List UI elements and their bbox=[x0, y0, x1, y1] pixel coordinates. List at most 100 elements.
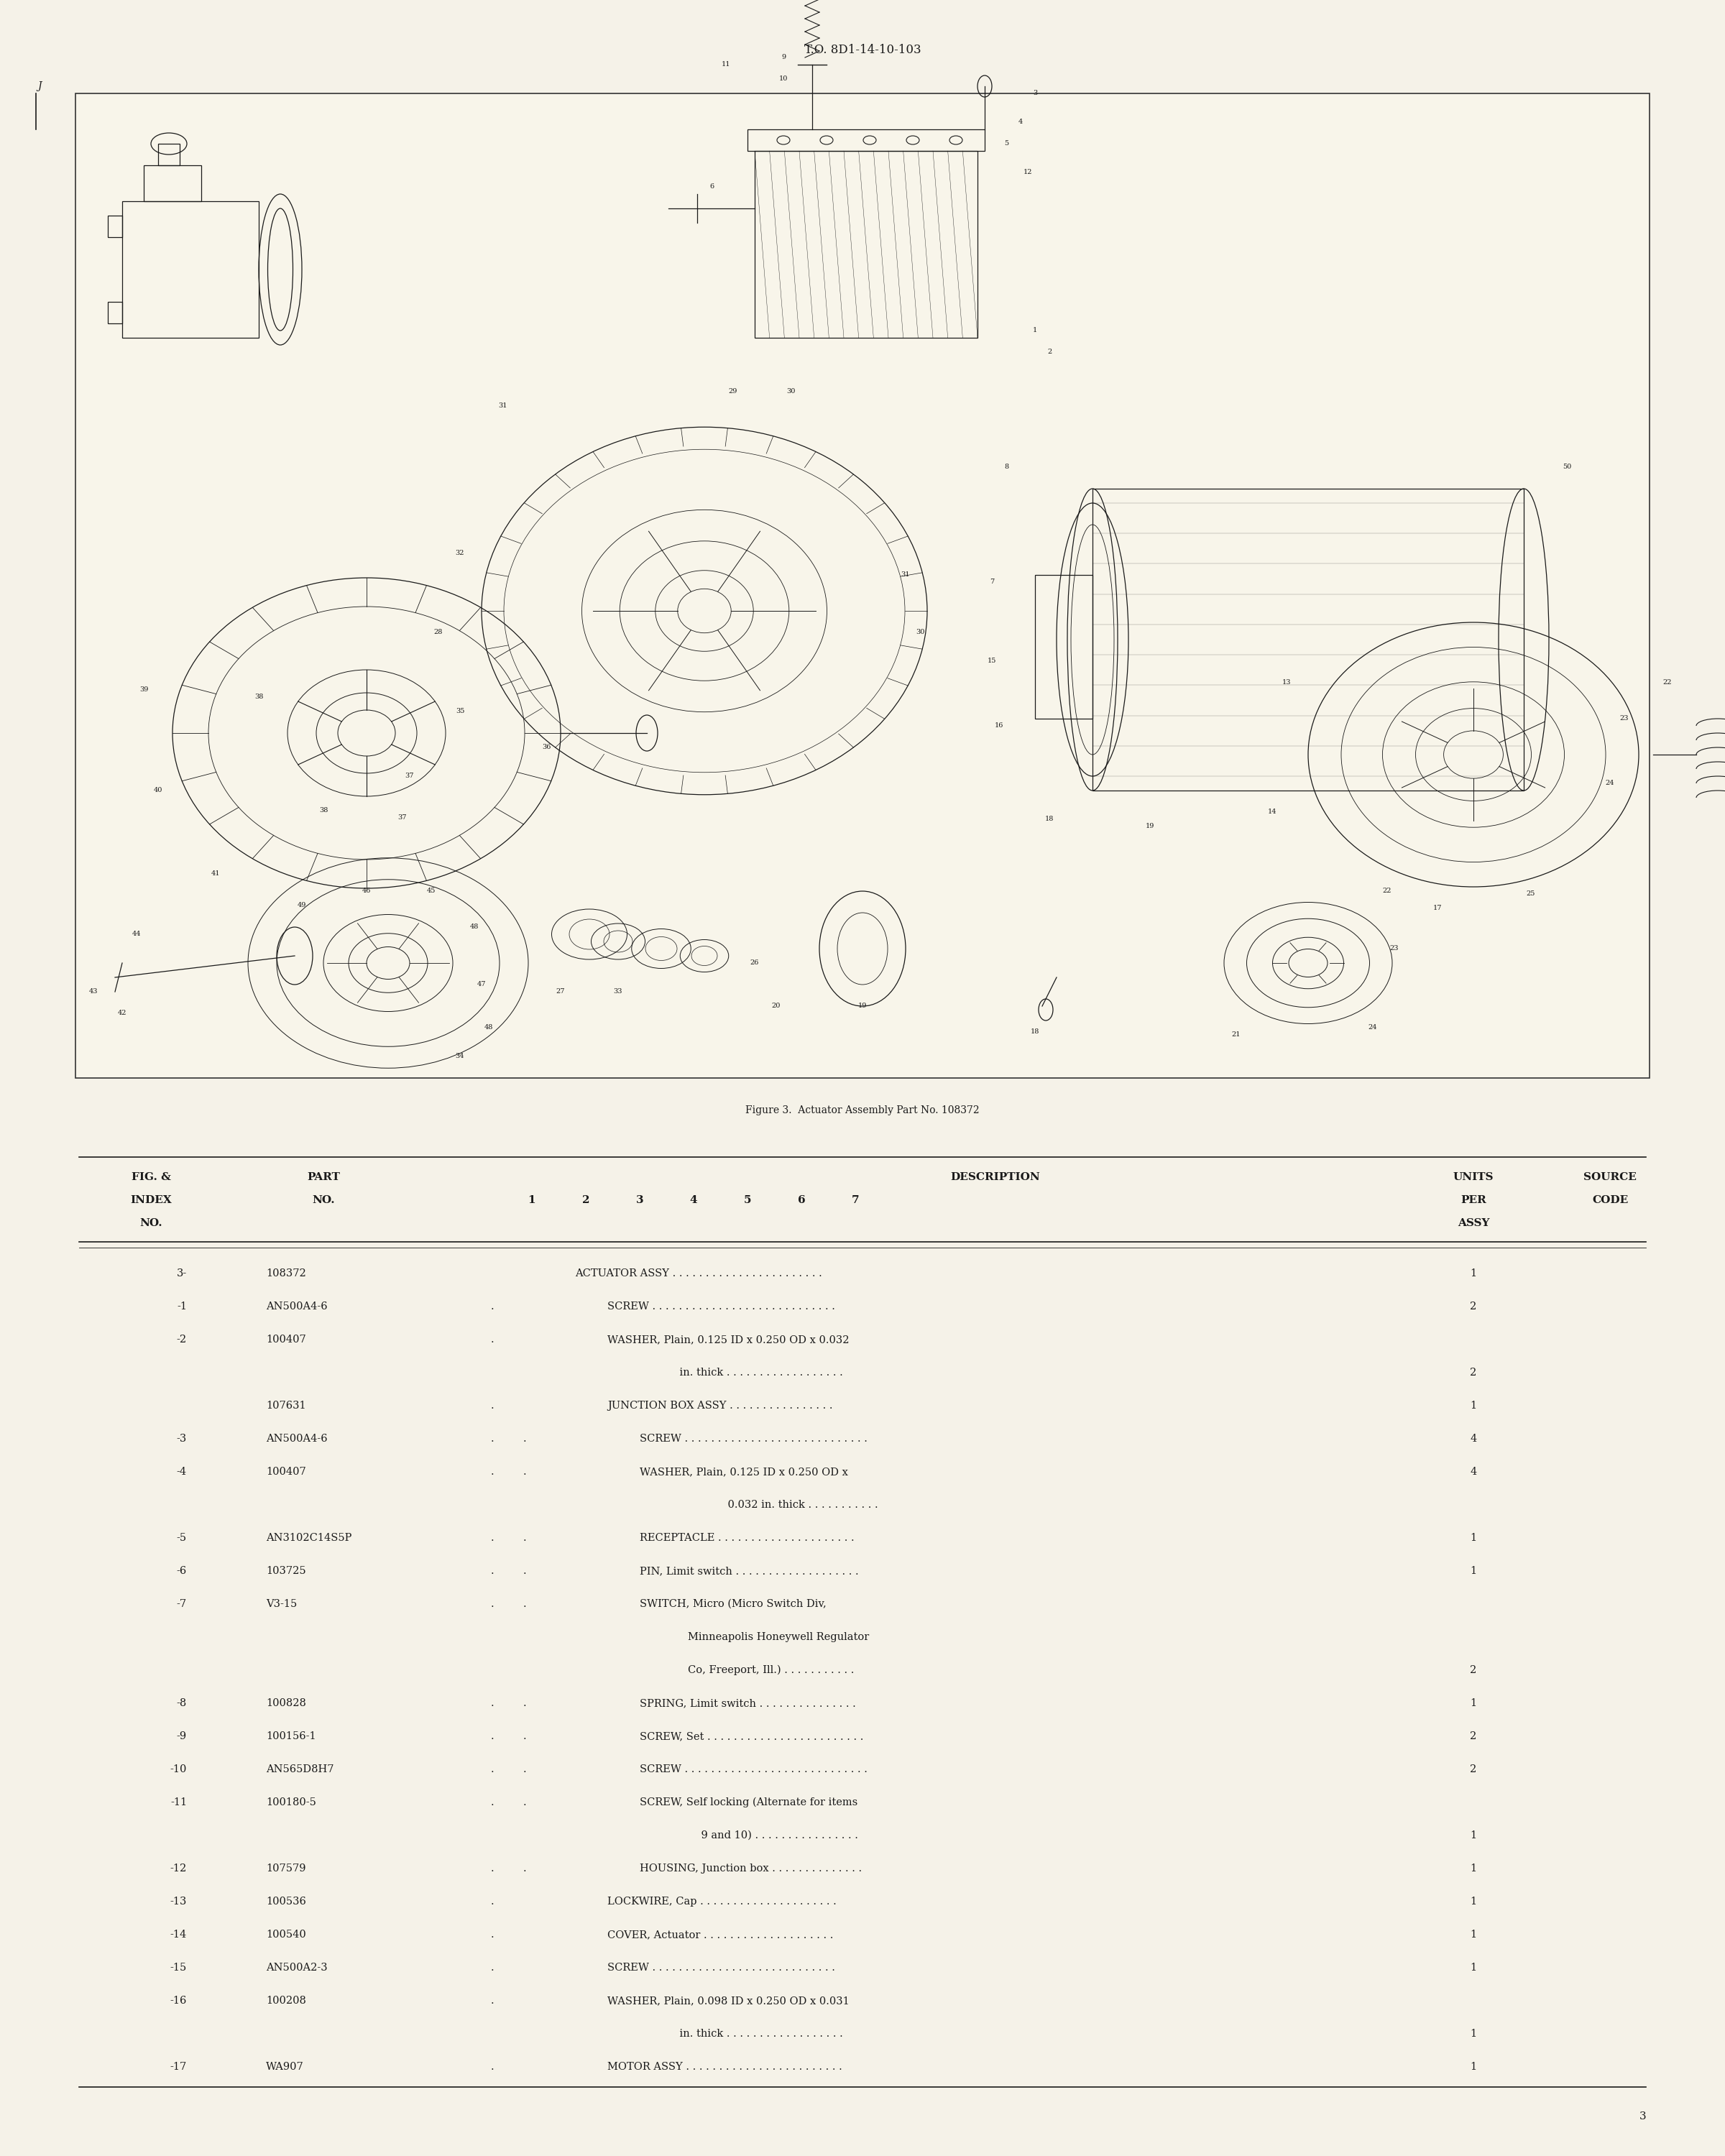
Text: 3-: 3- bbox=[176, 1268, 186, 1279]
Text: .: . bbox=[523, 1863, 526, 1874]
Text: AN3102C14S5P: AN3102C14S5P bbox=[266, 1533, 352, 1544]
Text: SPRING, Limit switch . . . . . . . . . . . . . . .: SPRING, Limit switch . . . . . . . . . .… bbox=[640, 1699, 856, 1708]
Text: .: . bbox=[523, 1699, 526, 1708]
Text: -15: -15 bbox=[171, 1962, 186, 1973]
Text: 1: 1 bbox=[528, 1194, 536, 1205]
Text: SCREW . . . . . . . . . . . . . . . . . . . . . . . . . . . .: SCREW . . . . . . . . . . . . . . . . . … bbox=[607, 1962, 835, 1973]
Text: V3-15: V3-15 bbox=[266, 1600, 297, 1608]
Text: .: . bbox=[490, 1962, 493, 1973]
Text: -9: -9 bbox=[176, 1731, 186, 1742]
Text: 41: 41 bbox=[210, 871, 221, 877]
Text: 23: 23 bbox=[1620, 716, 1628, 722]
Text: 30: 30 bbox=[916, 630, 925, 636]
Text: 39: 39 bbox=[140, 686, 148, 694]
Text: 25: 25 bbox=[1527, 890, 1535, 897]
Text: T.O. 8D1-14-10-103: T.O. 8D1-14-10-103 bbox=[804, 45, 921, 56]
Text: 26: 26 bbox=[750, 959, 759, 966]
Text: 2: 2 bbox=[1470, 1731, 1477, 1742]
Text: AN500A2-3: AN500A2-3 bbox=[266, 1962, 328, 1973]
Text: SCREW, Self locking (Alternate for items: SCREW, Self locking (Alternate for items bbox=[640, 1798, 857, 1807]
Text: 16: 16 bbox=[995, 722, 1004, 729]
Text: LOCKWIRE, Cap . . . . . . . . . . . . . . . . . . . . .: LOCKWIRE, Cap . . . . . . . . . . . . . … bbox=[607, 1897, 837, 1906]
Text: 1: 1 bbox=[1470, 1863, 1477, 1874]
Text: DESCRIPTION: DESCRIPTION bbox=[950, 1173, 1040, 1181]
Text: J: J bbox=[38, 82, 41, 91]
Bar bbox=[747, 129, 985, 151]
Text: -12: -12 bbox=[171, 1863, 186, 1874]
Text: 4: 4 bbox=[690, 1194, 697, 1205]
Text: NO.: NO. bbox=[312, 1194, 335, 1205]
Text: 32: 32 bbox=[455, 550, 464, 556]
Text: .: . bbox=[490, 1533, 493, 1544]
Text: Minneapolis Honeywell Regulator: Minneapolis Honeywell Regulator bbox=[661, 1632, 869, 1643]
Text: 12: 12 bbox=[1023, 170, 1032, 177]
Text: 1: 1 bbox=[1470, 2061, 1477, 2072]
Text: 1: 1 bbox=[1470, 1533, 1477, 1544]
Text: 35: 35 bbox=[455, 707, 464, 716]
Text: 107631: 107631 bbox=[266, 1401, 305, 1410]
Text: 27: 27 bbox=[555, 987, 566, 996]
Text: SOURCE: SOURCE bbox=[1584, 1173, 1637, 1181]
Text: 38: 38 bbox=[319, 808, 328, 815]
Text: 31: 31 bbox=[900, 571, 911, 578]
Text: 36: 36 bbox=[542, 744, 550, 750]
Text: 31: 31 bbox=[499, 403, 507, 410]
Text: 40: 40 bbox=[154, 787, 162, 793]
Text: .: . bbox=[490, 1699, 493, 1708]
Text: .: . bbox=[490, 1565, 493, 1576]
Text: FIG. &: FIG. & bbox=[131, 1173, 171, 1181]
Text: Co, Freeport, Ill.) . . . . . . . . . . .: Co, Freeport, Ill.) . . . . . . . . . . … bbox=[661, 1664, 854, 1675]
Text: 2: 2 bbox=[1470, 1367, 1477, 1378]
Text: -10: -10 bbox=[171, 1764, 186, 1774]
Text: 2: 2 bbox=[1470, 1764, 1477, 1774]
Text: 9 and 10) . . . . . . . . . . . . . . . .: 9 and 10) . . . . . . . . . . . . . . . … bbox=[661, 1830, 857, 1841]
Text: 23: 23 bbox=[1390, 944, 1399, 953]
Text: 22: 22 bbox=[1663, 679, 1672, 686]
Text: 5: 5 bbox=[743, 1194, 752, 1205]
Text: INDEX: INDEX bbox=[129, 1194, 173, 1205]
Text: 1: 1 bbox=[1033, 328, 1037, 334]
Text: 4: 4 bbox=[1470, 1434, 1477, 1445]
Text: 22: 22 bbox=[1383, 888, 1392, 895]
Text: 2: 2 bbox=[1470, 1302, 1477, 1311]
Text: 9: 9 bbox=[781, 54, 785, 60]
Text: -3: -3 bbox=[176, 1434, 186, 1445]
Text: 28: 28 bbox=[435, 630, 443, 636]
Text: 3: 3 bbox=[1639, 2111, 1646, 2122]
Text: .: . bbox=[523, 1600, 526, 1608]
Text: in. thick . . . . . . . . . . . . . . . . . .: in. thick . . . . . . . . . . . . . . . … bbox=[640, 2029, 844, 2040]
Text: 19: 19 bbox=[1145, 824, 1154, 830]
Text: SCREW . . . . . . . . . . . . . . . . . . . . . . . . . . . .: SCREW . . . . . . . . . . . . . . . . . … bbox=[640, 1764, 868, 1774]
Text: 13: 13 bbox=[1282, 679, 1290, 686]
Text: .: . bbox=[523, 1798, 526, 1807]
Text: 7: 7 bbox=[852, 1194, 859, 1205]
Text: 1: 1 bbox=[1470, 1930, 1477, 1940]
Text: .: . bbox=[490, 1600, 493, 1608]
Text: 103725: 103725 bbox=[266, 1565, 305, 1576]
Text: 2: 2 bbox=[581, 1194, 590, 1205]
Text: 100536: 100536 bbox=[266, 1897, 305, 1906]
Text: 4: 4 bbox=[1018, 119, 1023, 125]
Text: WASHER, Plain, 0.125 ID x 0.250 OD x 0.032: WASHER, Plain, 0.125 ID x 0.250 OD x 0.0… bbox=[607, 1335, 849, 1345]
Text: 100540: 100540 bbox=[266, 1930, 305, 1940]
Text: 37: 37 bbox=[398, 815, 407, 821]
Text: 100407: 100407 bbox=[266, 1335, 305, 1345]
Text: HOUSING, Junction box . . . . . . . . . . . . . .: HOUSING, Junction box . . . . . . . . . … bbox=[640, 1863, 862, 1874]
Text: UNITS: UNITS bbox=[1452, 1173, 1494, 1181]
Text: 24: 24 bbox=[1368, 1024, 1377, 1031]
Text: 44: 44 bbox=[133, 931, 141, 938]
Text: .: . bbox=[523, 1565, 526, 1576]
Bar bbox=[107, 302, 122, 323]
Text: 1: 1 bbox=[1470, 1897, 1477, 1906]
Text: .: . bbox=[490, 1897, 493, 1906]
Text: 1: 1 bbox=[1470, 1830, 1477, 1841]
Text: 100407: 100407 bbox=[266, 1466, 305, 1477]
Text: 6: 6 bbox=[709, 183, 714, 190]
Text: 7: 7 bbox=[990, 580, 994, 586]
Text: 18: 18 bbox=[1045, 817, 1054, 824]
Text: 1: 1 bbox=[1470, 1699, 1477, 1708]
Text: .: . bbox=[490, 1764, 493, 1774]
Text: 0.032 in. thick . . . . . . . . . . .: 0.032 in. thick . . . . . . . . . . . bbox=[661, 1501, 878, 1509]
Text: 1: 1 bbox=[1470, 2029, 1477, 2040]
Text: .: . bbox=[490, 1798, 493, 1807]
